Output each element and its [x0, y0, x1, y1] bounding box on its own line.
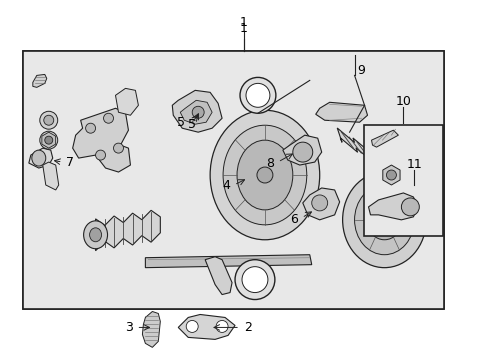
Ellipse shape [237, 140, 292, 210]
Ellipse shape [40, 131, 58, 149]
Ellipse shape [85, 123, 95, 133]
Polygon shape [115, 88, 138, 115]
Polygon shape [382, 165, 399, 185]
Ellipse shape [311, 195, 327, 211]
Text: 5: 5 [177, 116, 185, 129]
Polygon shape [302, 188, 339, 220]
Ellipse shape [95, 150, 105, 160]
Polygon shape [95, 210, 160, 251]
Ellipse shape [242, 267, 267, 293]
Text: 8: 8 [265, 157, 273, 170]
Polygon shape [145, 255, 311, 268]
Ellipse shape [240, 77, 275, 113]
Ellipse shape [192, 106, 203, 118]
Polygon shape [178, 315, 235, 339]
Text: 9: 9 [357, 64, 365, 77]
Ellipse shape [44, 115, 54, 125]
Bar [23, 50, 443, 310]
Bar [363, 125, 442, 236]
Ellipse shape [83, 221, 107, 249]
Text: 11: 11 [406, 158, 421, 171]
Ellipse shape [401, 198, 419, 216]
Ellipse shape [245, 84, 269, 107]
Polygon shape [33, 75, 47, 87]
Polygon shape [407, 177, 420, 193]
Ellipse shape [386, 170, 396, 180]
Ellipse shape [404, 175, 424, 195]
Text: 4: 4 [222, 180, 229, 193]
Ellipse shape [223, 125, 306, 225]
Ellipse shape [354, 185, 413, 255]
Text: 1: 1 [240, 16, 247, 29]
Polygon shape [205, 257, 232, 294]
Text: 6: 6 [289, 213, 297, 226]
Text: 2: 2 [244, 321, 251, 334]
Text: 7: 7 [65, 156, 74, 168]
Ellipse shape [216, 320, 227, 332]
Ellipse shape [210, 110, 319, 240]
Ellipse shape [342, 172, 426, 268]
Polygon shape [73, 108, 130, 172]
Polygon shape [368, 193, 417, 220]
Polygon shape [29, 148, 53, 168]
Ellipse shape [103, 113, 113, 123]
Polygon shape [42, 132, 56, 148]
Polygon shape [282, 135, 321, 165]
Ellipse shape [366, 200, 402, 240]
Text: 5: 5 [188, 118, 196, 131]
Text: 3: 3 [125, 321, 133, 334]
Ellipse shape [40, 111, 58, 129]
Polygon shape [42, 162, 59, 190]
Ellipse shape [256, 167, 272, 183]
Polygon shape [180, 100, 212, 124]
Ellipse shape [186, 320, 198, 332]
Polygon shape [142, 311, 160, 347]
Bar [23, 51, 443, 309]
Ellipse shape [235, 260, 274, 300]
Ellipse shape [32, 150, 46, 166]
Text: 1: 1 [240, 22, 247, 35]
Polygon shape [315, 102, 367, 122]
Ellipse shape [292, 142, 312, 162]
Ellipse shape [409, 181, 417, 189]
Ellipse shape [89, 228, 102, 242]
Polygon shape [172, 90, 222, 132]
Ellipse shape [45, 136, 53, 144]
Polygon shape [371, 130, 398, 147]
Polygon shape [337, 128, 401, 172]
Ellipse shape [384, 158, 404, 178]
Text: 10: 10 [395, 95, 410, 108]
Ellipse shape [113, 143, 123, 153]
Ellipse shape [388, 163, 399, 173]
